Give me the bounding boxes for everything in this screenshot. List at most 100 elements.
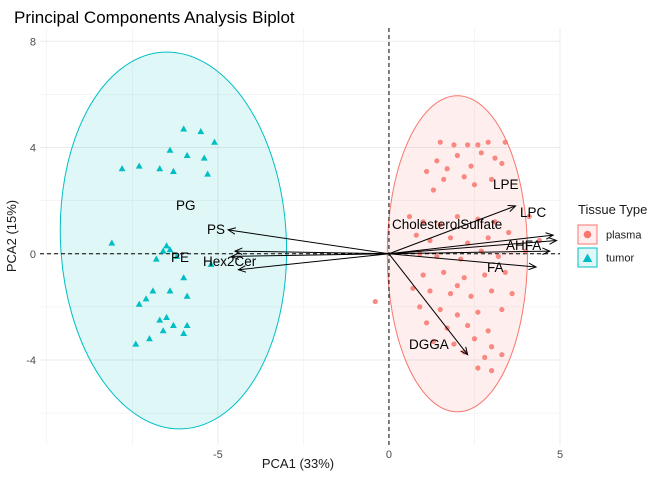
x-tick-label: 5 — [557, 449, 563, 461]
x-tick-label: 0 — [386, 449, 392, 461]
plasma-point — [485, 139, 491, 145]
loading-arrow-head — [507, 204, 517, 212]
tumor-point — [152, 255, 160, 262]
plasma-point — [413, 232, 419, 238]
plasma-point — [475, 365, 481, 371]
tumor-point — [163, 313, 170, 321]
plasma-point — [488, 288, 495, 294]
plasma-point — [475, 142, 481, 148]
plasma-point — [499, 352, 505, 358]
plasma-point — [471, 336, 478, 342]
loading-arrow-head — [545, 232, 555, 240]
plasma-point — [417, 251, 423, 257]
plasma-point — [502, 269, 508, 275]
loading-arrow-line — [238, 253, 389, 271]
legend-label-plasma: plasma — [606, 230, 642, 242]
plasma-point — [475, 309, 481, 315]
tumor-point — [183, 151, 191, 159]
tumor-point — [149, 287, 157, 294]
tumor-point — [207, 260, 215, 267]
tumor-point — [166, 246, 174, 253]
plasma-point — [423, 320, 430, 326]
loading-arrow-head — [548, 237, 558, 245]
plasma-point — [526, 213, 532, 220]
loading-arrow-head — [230, 252, 240, 261]
plasma-point — [465, 142, 471, 148]
legend-label-tumor: tumor — [606, 253, 634, 265]
plasma-point — [410, 285, 416, 291]
plasma-point — [468, 293, 474, 299]
plasma-point — [417, 304, 423, 310]
loading-arrow-head — [460, 346, 469, 356]
plasma-point — [444, 166, 450, 172]
tumor-ellipse — [59, 51, 288, 430]
plasma-point — [451, 142, 457, 148]
tumor-point — [173, 252, 181, 259]
plasma-point — [461, 275, 467, 281]
tumor-point — [132, 340, 140, 347]
plasma-point — [506, 229, 512, 236]
tumor-point — [108, 239, 116, 246]
legend-symbol-tumor — [582, 253, 593, 262]
tumor-point — [183, 321, 191, 328]
plasma-point — [430, 187, 437, 193]
plasma-point — [499, 306, 505, 313]
plasma-point — [423, 168, 430, 175]
loading-arrow-line — [234, 250, 389, 255]
plasma-point — [451, 341, 457, 347]
loading-label: CholesterolSulfate — [392, 217, 502, 232]
plasma-point — [454, 312, 460, 318]
tumor-point — [156, 165, 164, 172]
plasma-point — [427, 288, 433, 294]
loading-arrow-line — [388, 253, 469, 356]
y-axis-title: PCA2 (15%) — [4, 200, 19, 272]
tumor-point — [135, 162, 143, 169]
plasma-point — [509, 291, 515, 297]
loading-label: PG — [176, 198, 196, 213]
plasma-point — [420, 272, 426, 278]
tumor-point — [118, 165, 126, 172]
loading-label: FA — [487, 260, 504, 275]
plasma-point — [492, 155, 498, 161]
tumor-point — [142, 295, 150, 302]
loading-arrow-line — [388, 205, 516, 255]
plasma-point — [461, 174, 467, 180]
loading-arrow-line — [228, 229, 390, 255]
loading-arrow-head — [542, 247, 551, 255]
plasma-point — [454, 213, 460, 220]
plasma-point — [454, 283, 460, 289]
x-tick-label: -5 — [213, 449, 223, 461]
y-tick-label: 4 — [30, 143, 36, 155]
legend-symbol-plasma — [583, 230, 592, 239]
plasma-point — [447, 291, 454, 297]
loading-arrow-line — [388, 239, 557, 255]
loading-arrow-line — [388, 234, 554, 255]
axes: -5 0 5 -4 0 4 8 — [26, 36, 563, 461]
tumor-point — [180, 329, 188, 336]
tumor-point — [159, 327, 167, 334]
plasma-point — [441, 176, 447, 182]
plasma-point — [485, 235, 491, 241]
plasma-point — [492, 219, 498, 225]
plasma-point — [437, 306, 443, 313]
tumor-point — [170, 321, 177, 328]
y-tick-label: 0 — [30, 249, 36, 261]
plasma-point — [447, 235, 454, 241]
x-axis-title: PCA1 (33%) — [262, 456, 334, 471]
tumor-point — [146, 335, 153, 342]
tumor-point — [183, 292, 191, 299]
tumor-point — [166, 146, 174, 153]
loading-label: LPC — [520, 205, 547, 220]
plasma-point — [478, 248, 484, 254]
plasma-point — [441, 269, 447, 275]
loading-arrow-head — [237, 265, 247, 273]
plasma-point — [437, 221, 443, 228]
plasma-point — [495, 253, 502, 260]
tumor-point — [163, 242, 170, 249]
tumor-point — [197, 127, 205, 135]
legend: Tissue Type plasma tumor — [577, 202, 647, 268]
plasma-point — [482, 354, 488, 360]
loading-label: Hex2Cer — [203, 254, 257, 269]
chart-title: Principal Components Analysis Biplot — [14, 8, 295, 27]
loading-arrow-line — [388, 253, 537, 268]
